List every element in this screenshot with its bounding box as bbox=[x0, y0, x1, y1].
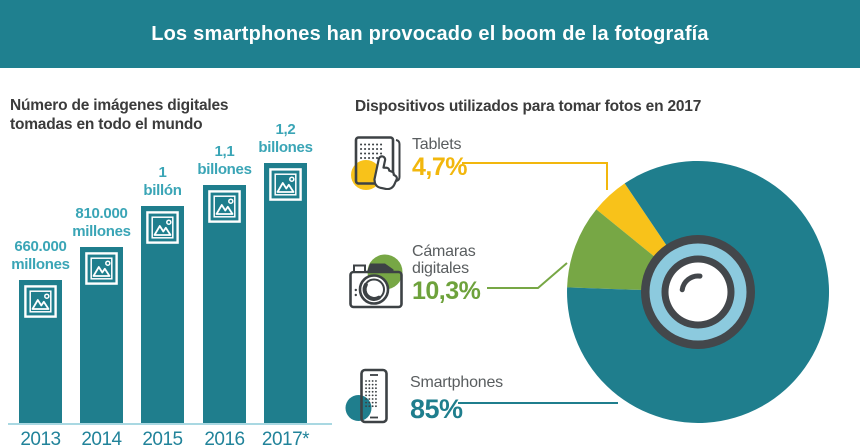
legend-label-cameras: Cámaras digitales bbox=[412, 243, 476, 277]
camera-lens-graphic bbox=[641, 235, 755, 349]
digital-camera-icon bbox=[349, 254, 403, 309]
bar-category-label: 2016 bbox=[204, 429, 245, 448]
image-icon bbox=[208, 190, 241, 223]
legend-label-tablets: Tablets bbox=[412, 136, 462, 153]
bar-group-2015: 1 billón bbox=[131, 163, 195, 423]
legend-percent-cameras: 10,3% bbox=[412, 277, 481, 305]
legend-label-smartphones: Smartphones bbox=[410, 374, 503, 391]
bar-2016 bbox=[203, 185, 246, 423]
bar-2017 bbox=[264, 163, 307, 423]
pie-chart-title: Dispositivos utilizados para tomar fotos… bbox=[355, 97, 702, 115]
bar-value-label: 1,1 billones bbox=[197, 142, 252, 179]
bar-value-label: 1 billón bbox=[143, 163, 182, 200]
bar-group-2016: 1,1 billones bbox=[193, 142, 257, 423]
bar-value-label: 1,2 billones bbox=[258, 120, 313, 157]
image-icon bbox=[85, 252, 118, 285]
chart-baseline bbox=[8, 423, 332, 425]
bar-group-2014: 810.000 millones bbox=[70, 204, 134, 423]
image-icon bbox=[269, 168, 302, 201]
bar-group-2017: 1,2 billones bbox=[254, 120, 318, 423]
bar-2014 bbox=[80, 247, 123, 423]
bar-chart-title: Número de imágenes digitales tomadas en … bbox=[10, 96, 229, 134]
bar-chart-plot: 660.000 millones 810.000 millones 1 bill… bbox=[8, 120, 338, 448]
pie-chart bbox=[567, 160, 830, 423]
bar-category-label: 2015 bbox=[142, 429, 183, 448]
bar-value-label: 660.000 millones bbox=[11, 237, 70, 274]
smartphone-icon bbox=[345, 368, 388, 424]
lens-glint bbox=[679, 273, 703, 293]
pointing-hand-icon bbox=[373, 155, 398, 190]
connector-line-cameras bbox=[487, 262, 568, 289]
bar-2015 bbox=[141, 206, 184, 423]
tablet-icon bbox=[351, 136, 401, 190]
bar-2013 bbox=[19, 280, 62, 423]
bar-value-label: 810.000 millones bbox=[72, 204, 131, 241]
image-icon bbox=[146, 211, 179, 244]
legend-percent-smartphones: 85% bbox=[410, 394, 463, 424]
bar-group-2013: 660.000 millones bbox=[9, 237, 73, 423]
legend-percent-tablets: 4,7% bbox=[412, 153, 467, 181]
banner-title: Los smartphones han provocado el boom de… bbox=[151, 22, 709, 45]
image-icon bbox=[24, 285, 57, 318]
smartphone-icon-accent-circle bbox=[345, 395, 372, 421]
bar-category-label: 2017* bbox=[261, 429, 310, 448]
bar-category-label: 2014 bbox=[81, 429, 122, 448]
banner: Los smartphones han provocado el boom de… bbox=[0, 0, 860, 68]
bar-category-label: 2013 bbox=[20, 429, 61, 448]
